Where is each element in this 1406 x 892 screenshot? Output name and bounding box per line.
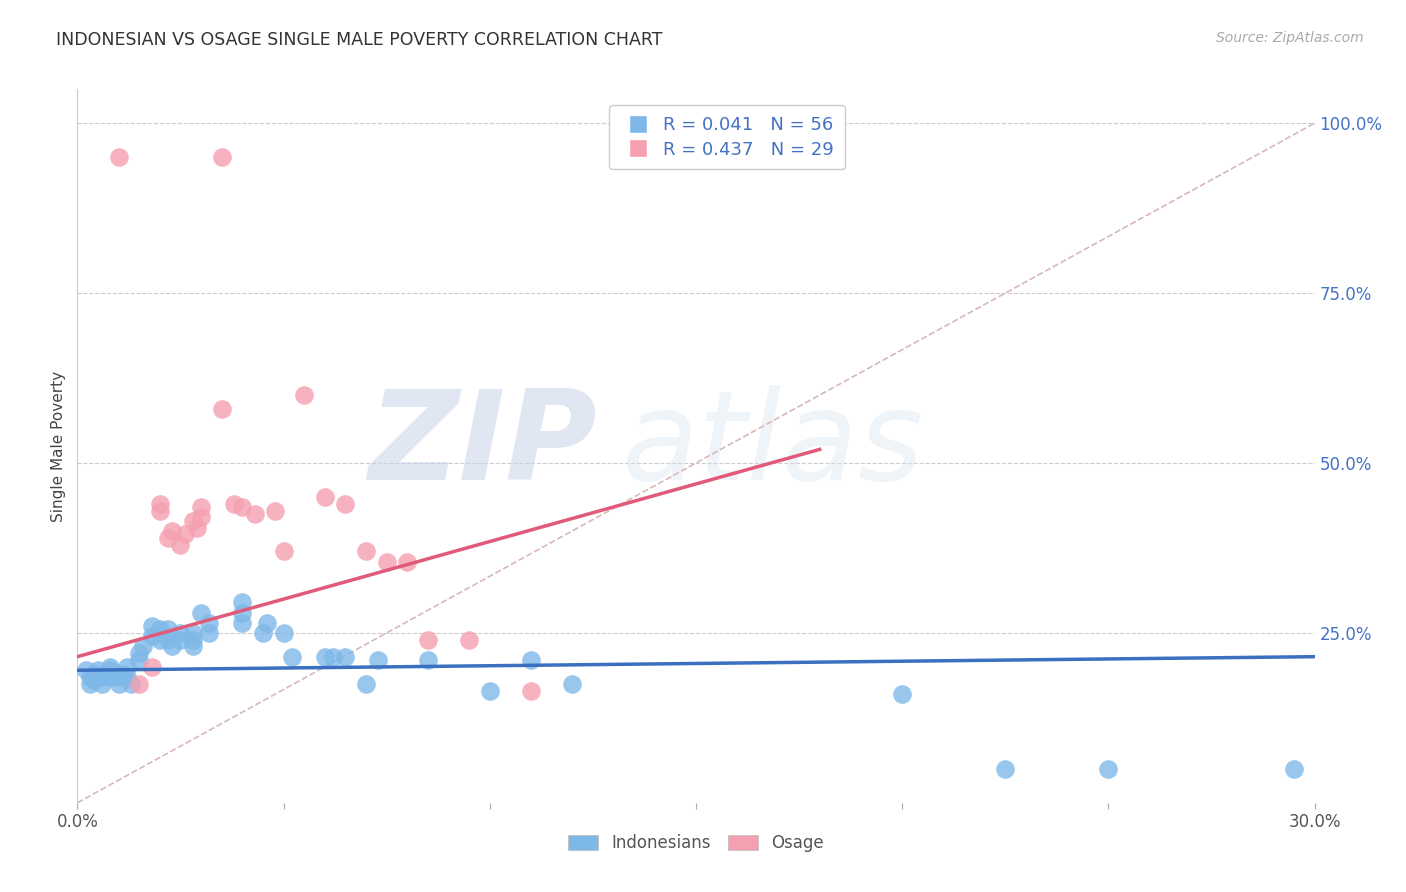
Text: Source: ZipAtlas.com: Source: ZipAtlas.com (1216, 31, 1364, 45)
Point (157, 531, 180, 545)
Point (120, 677, 142, 691)
Point (96, 666, 118, 681)
Point (157, 632, 180, 647)
Point (375, 555, 398, 569)
Point (190, 500, 212, 515)
Point (169, 632, 191, 647)
Point (181, 632, 204, 647)
Point (273, 544, 295, 558)
Point (198, 615, 221, 630)
Point (367, 653, 389, 667)
Point (149, 497, 172, 511)
Point (91, 670, 114, 684)
Y-axis label: Single Male Poverty: Single Male Poverty (51, 370, 66, 522)
Point (75, 663, 97, 677)
Point (128, 653, 150, 667)
Point (222, 497, 245, 511)
Point (79, 677, 101, 691)
Point (520, 683, 543, 698)
Point (211, 401, 233, 416)
Point (273, 626, 295, 640)
Point (115, 660, 138, 674)
Text: atlas: atlas (621, 385, 924, 507)
Point (107, 677, 129, 691)
Point (98, 663, 121, 677)
Point (994, 762, 1017, 776)
Point (107, 150, 129, 164)
Point (181, 640, 204, 654)
Point (264, 503, 287, 517)
Point (87, 663, 110, 677)
Point (149, 503, 172, 517)
Point (190, 510, 212, 524)
Point (115, 670, 138, 684)
Point (211, 150, 233, 164)
Point (149, 632, 172, 647)
Legend: Indonesians, Osage: Indonesians, Osage (561, 828, 831, 859)
Point (354, 677, 377, 691)
Point (322, 649, 344, 664)
Point (520, 653, 543, 667)
Point (132, 640, 155, 654)
Point (1282, 762, 1305, 776)
Point (314, 490, 336, 504)
Point (160, 524, 183, 538)
Point (141, 619, 163, 633)
Point (141, 660, 163, 674)
Text: INDONESIAN VS OSAGE SINGLE MALE POVERTY CORRELATION CHART: INDONESIAN VS OSAGE SINGLE MALE POVERTY … (56, 31, 662, 49)
Point (160, 640, 183, 654)
Point (281, 649, 304, 664)
Point (186, 520, 208, 534)
Point (107, 670, 129, 684)
Point (458, 632, 481, 647)
Point (157, 623, 180, 637)
Point (292, 388, 315, 402)
Point (173, 527, 195, 541)
Point (416, 632, 439, 647)
Point (478, 683, 501, 698)
Point (231, 615, 253, 630)
Point (561, 677, 583, 691)
Point (169, 626, 191, 640)
Point (128, 646, 150, 660)
Point (314, 649, 336, 664)
Point (231, 595, 253, 609)
Point (335, 649, 357, 664)
Point (98, 670, 121, 684)
Point (243, 507, 266, 521)
Text: ZIP: ZIP (368, 385, 598, 507)
Point (79, 670, 101, 684)
Point (354, 544, 377, 558)
Point (149, 623, 172, 637)
Point (231, 500, 253, 515)
Point (128, 677, 150, 691)
Point (1097, 762, 1119, 776)
Point (198, 626, 221, 640)
Point (190, 606, 212, 620)
Point (891, 687, 914, 701)
Point (83, 666, 105, 681)
Point (111, 666, 134, 681)
Point (181, 626, 204, 640)
Point (141, 629, 163, 643)
Point (252, 626, 274, 640)
Point (256, 615, 278, 630)
Point (98, 660, 121, 674)
Point (83, 673, 105, 688)
Point (416, 653, 439, 667)
Point (181, 514, 204, 528)
Point (231, 606, 253, 620)
Point (396, 555, 419, 569)
Point (91, 677, 114, 691)
Point (169, 537, 191, 551)
Point (335, 497, 357, 511)
